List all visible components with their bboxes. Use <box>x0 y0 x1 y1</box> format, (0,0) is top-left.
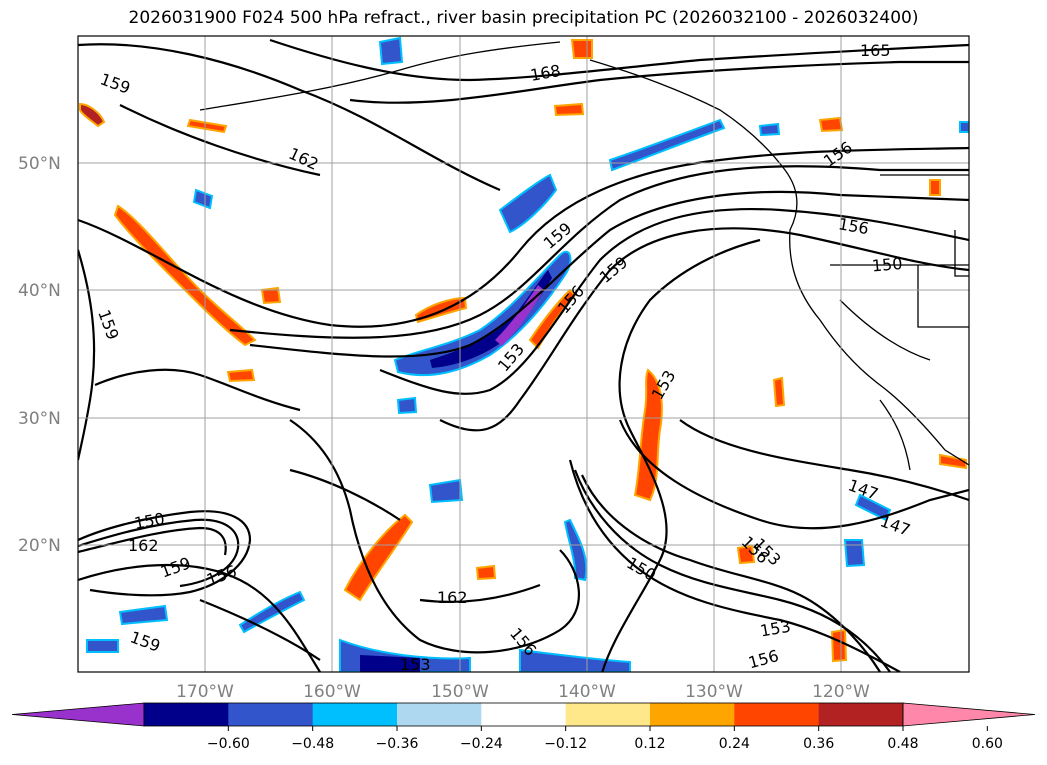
colorbar: −0.60 −0.48 −0.36 −0.24 −0.12 0.12 0.24 0.36 0.4… <box>11 702 1036 752</box>
refractivity-contours <box>78 38 969 672</box>
colorbar-tick-label: −0.12 <box>544 736 587 752</box>
colorbar-tick-label: −0.60 <box>207 736 250 752</box>
contour-label: 162 <box>437 588 468 607</box>
lat-tick-label: 40°N <box>18 281 61 301</box>
colorbar-tick-label: 0.48 <box>887 736 918 752</box>
colorbar-frame <box>143 702 904 727</box>
colorbar-extend-high <box>902 702 1036 727</box>
positive-precip-shading <box>79 39 967 663</box>
colorbar-tick-label: 0.36 <box>803 736 834 752</box>
colorbar-segment <box>228 703 314 726</box>
colorbar-tick-label: −0.36 <box>376 736 419 752</box>
lon-tick-label: 160°W <box>303 682 361 702</box>
coastlines <box>199 41 969 471</box>
lon-tick-label: 120°W <box>812 682 870 702</box>
colorbar-segment <box>144 703 229 726</box>
lon-tick-label: 140°W <box>558 682 616 702</box>
colorbar-segment <box>312 703 398 726</box>
colorbar-tick-label: 0.24 <box>719 736 750 752</box>
colorbar-segment <box>397 703 482 726</box>
contour-label: 153 <box>400 655 431 674</box>
contour-label: 162 <box>128 536 159 555</box>
lon-tick-label: 130°W <box>685 682 743 702</box>
colorbar-tick-label: 0.12 <box>634 736 665 752</box>
lat-tick-label: 50°N <box>18 154 61 174</box>
plot-frame <box>77 35 970 673</box>
lat-tick-labels: 50°N 40°N 30°N 20°N <box>18 154 61 556</box>
lat-tick-label: 30°N <box>18 409 61 429</box>
colorbar-tick-label: −0.24 <box>460 736 503 752</box>
colorbar-tick-label: −0.48 <box>291 736 334 752</box>
plot-area: 168 165 162 162 162 159 159 159 159 159 … <box>78 36 969 674</box>
colorbar-extend-low <box>11 702 145 727</box>
graticule <box>78 36 969 672</box>
colorbar-segment <box>650 703 735 726</box>
lon-tick-label: 170°W <box>176 682 234 702</box>
colorbar-tick-label: 0.60 <box>972 736 1003 752</box>
colorbar-segment <box>565 703 651 726</box>
colorbar-segment <box>481 703 567 726</box>
lon-tick-labels: 170°W 160°W 150°W 140°W 130°W 120°W <box>176 682 870 702</box>
contour-label: 165 <box>860 41 891 60</box>
lat-tick-label: 20°N <box>18 536 61 556</box>
colorbar-segment <box>734 703 820 726</box>
colorbar-segment <box>818 703 904 726</box>
lon-tick-label: 150°W <box>431 682 489 702</box>
contour-label: 150 <box>871 254 903 276</box>
map-title: 2026031900 F024 500 hPa refract., river … <box>128 8 919 28</box>
